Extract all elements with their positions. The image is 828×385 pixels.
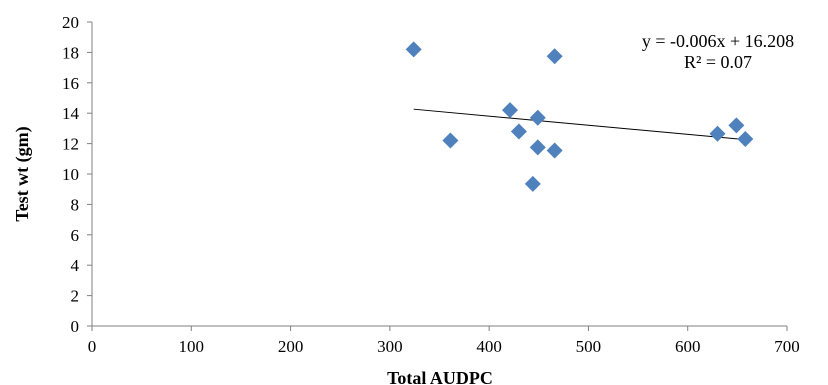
data-point	[737, 131, 754, 148]
data-point	[546, 142, 563, 159]
y-tick-label: 10	[62, 165, 79, 184]
data-point	[405, 41, 422, 58]
y-tick-label: 4	[71, 256, 80, 275]
x-tick-label: 200	[278, 337, 304, 356]
x-tick-label: 400	[476, 337, 502, 356]
data-point	[709, 125, 726, 142]
y-axis-ticks: 0 2 4 6 8 10 12 14 16 18 20	[62, 13, 92, 336]
y-axis-title: Test wt (gm)	[12, 126, 33, 221]
x-axis-ticks: 0 100 200 300 400 500 600 700	[88, 326, 800, 356]
x-axis-title: Total AUDPC	[387, 368, 493, 385]
x-tick-label: 600	[675, 337, 701, 356]
y-tick-label: 12	[62, 135, 79, 154]
data-point	[501, 102, 518, 119]
x-tick-label: 700	[774, 337, 800, 356]
trendline-equation: y = -0.006x + 16.208	[642, 31, 794, 51]
y-tick-label: 18	[62, 43, 79, 62]
y-tick-label: 6	[71, 226, 80, 245]
trendline-group	[413, 108, 746, 141]
data-point	[510, 123, 527, 140]
x-tick-label: 0	[88, 337, 97, 356]
y-tick-label: 0	[71, 317, 80, 336]
data-point	[529, 109, 546, 126]
data-point	[546, 48, 563, 65]
data-point	[524, 175, 541, 192]
data-point	[529, 139, 546, 156]
axes	[91, 22, 787, 327]
y-tick-label: 16	[62, 74, 79, 93]
x-tick-label: 100	[179, 337, 205, 356]
y-tick-label: 8	[71, 195, 80, 214]
trendline	[413, 108, 746, 141]
x-tick-label: 300	[377, 337, 403, 356]
data-point	[442, 132, 459, 149]
x-tick-label: 500	[576, 337, 602, 356]
data-point	[728, 117, 745, 134]
data-points	[405, 41, 754, 192]
y-tick-label: 14	[62, 104, 80, 123]
y-tick-label: 2	[71, 287, 80, 306]
r-squared-label: R² = 0.07	[684, 52, 752, 72]
y-tick-label: 20	[62, 13, 79, 32]
